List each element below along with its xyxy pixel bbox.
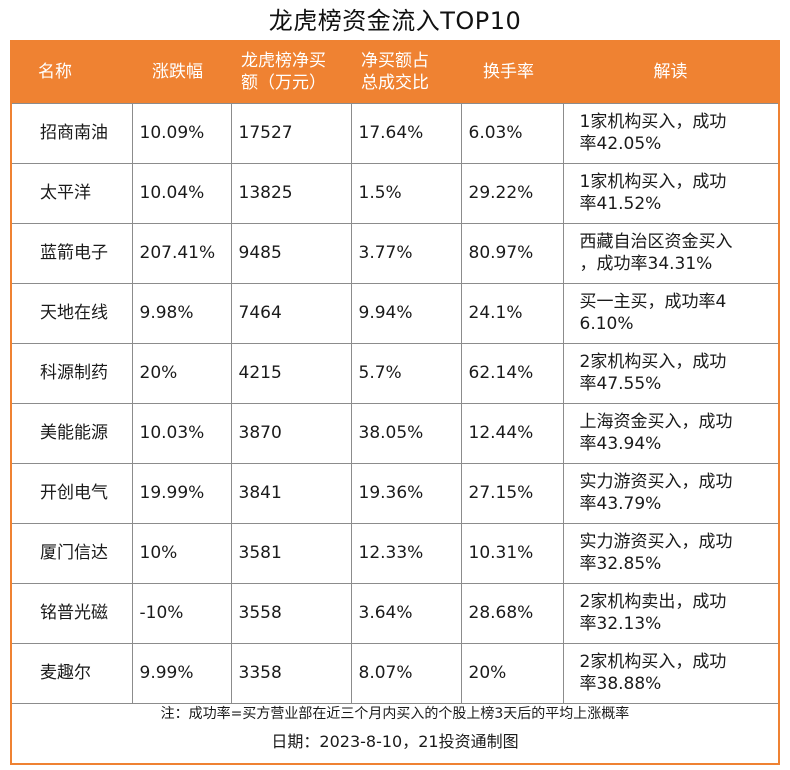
- net-buy-ratio-cell: 17.64%: [350, 102, 462, 164]
- interpretation-cell: 实力游资买入，成功 率43.79%: [562, 462, 778, 524]
- interpretation-cell: 买一主买，成功率4 6.10%: [562, 282, 778, 344]
- net-buy-ratio-cell: 3.64%: [350, 582, 462, 644]
- change-pct-cell: 19.99%: [131, 462, 232, 524]
- turnover-cell: 27.15%: [460, 462, 564, 524]
- turnover-cell: 12.44%: [460, 402, 564, 464]
- change-pct-cell: 20%: [131, 342, 232, 404]
- turnover-cell: 10.31%: [460, 522, 564, 584]
- table-row: 铭普光磁 -10% 3558 3.64% 28.68% 2家机构卖出，成功 率32.13%: [12, 582, 778, 644]
- change-pct-cell: 10.04%: [131, 162, 232, 224]
- interpretation-cell: 2家机构买入，成功 率38.88%: [562, 642, 778, 704]
- table-frame: 名称 涨跌幅 龙虎榜净买 额（万元） 净买额占 总成交比 换手率 解读 招商南油 10…: [10, 40, 780, 765]
- change-pct-cell: 10%: [131, 522, 232, 584]
- change-pct-cell: -10%: [131, 582, 232, 644]
- interpretation-cell: 1家机构买入，成功 率42.05%: [562, 102, 778, 164]
- net-buy-cell: 3558: [230, 582, 352, 644]
- net-buy-cell: 3841: [230, 462, 352, 524]
- stock-name-cell: 太平洋: [12, 162, 133, 224]
- net-buy-ratio-cell: 19.36%: [350, 462, 462, 524]
- turnover-cell: 80.97%: [460, 222, 564, 284]
- table-row: 太平洋 10.04% 13825 1.5% 29.22% 1家机构买入，成功 率41.52%: [12, 162, 778, 224]
- header-turnover: 换手率: [461, 42, 563, 103]
- stock-name-cell: 招商南油: [12, 102, 133, 164]
- table-row: 蓝箭电子 207.41% 9485 3.77% 80.97% 西藏自治区资金买入 ，成功率3…: [12, 222, 778, 284]
- net-buy-cell: 7464: [230, 282, 352, 344]
- stock-name-cell: 开创电气: [12, 462, 133, 524]
- net-buy-cell: 3581: [230, 522, 352, 584]
- table-row: 科源制药 20% 4215 5.7% 62.14% 2家机构买入，成功 率47.55%: [12, 342, 778, 404]
- header-interpretation: 解读: [563, 42, 778, 103]
- stock-name-cell: 麦趣尔: [12, 642, 133, 704]
- net-buy-cell: 3358: [230, 642, 352, 704]
- net-buy-ratio-cell: 8.07%: [350, 642, 462, 704]
- net-buy-ratio-cell: 9.94%: [350, 282, 462, 344]
- net-buy-ratio-cell: 5.7%: [350, 342, 462, 404]
- table-row: 麦趣尔 9.99% 3358 8.07% 20% 2家机构买入，成功 率38.88%: [12, 642, 778, 704]
- net-buy-cell: 4215: [230, 342, 352, 404]
- interpretation-cell: 实力游资买入，成功 率32.85%: [562, 522, 778, 584]
- turnover-cell: 62.14%: [460, 342, 564, 404]
- net-buy-ratio-cell: 1.5%: [350, 162, 462, 224]
- page-title: 龙虎榜资金流入TOP10: [268, 7, 522, 35]
- change-pct-cell: 10.09%: [131, 102, 232, 164]
- table-row: 开创电气 19.99% 3841 19.36% 27.15% 实力游资买入，成功 率43.7…: [12, 462, 778, 524]
- fund-inflow-table: 名称 涨跌幅 龙虎榜净买 额（万元） 净买额占 总成交比 换手率 解读 招商南油 10…: [12, 42, 778, 704]
- stock-name-cell: 铭普光磁: [12, 582, 133, 644]
- net-buy-cell: 3870: [230, 402, 352, 464]
- interpretation-cell: 2家机构买入，成功 率47.55%: [562, 342, 778, 404]
- turnover-cell: 29.22%: [460, 162, 564, 224]
- interpretation-cell: 西藏自治区资金买入 ，成功率34.31%: [562, 222, 778, 284]
- stock-name-cell: 天地在线: [12, 282, 133, 344]
- interpretation-cell: 1家机构买入，成功 率41.52%: [562, 162, 778, 224]
- net-buy-ratio-cell: 38.05%: [350, 402, 462, 464]
- interpretation-cell: 2家机构卖出，成功 率32.13%: [562, 582, 778, 644]
- stock-name-cell: 美能能源: [12, 402, 133, 464]
- net-buy-ratio-cell: 12.33%: [350, 522, 462, 584]
- turnover-cell: 24.1%: [460, 282, 564, 344]
- stock-name-cell: 蓝箭电子: [12, 222, 133, 284]
- turnover-cell: 20%: [460, 642, 564, 704]
- footnote: 注：成功率=买方营业部在近三个月内买入的个股上榜3天后的平均上涨概率: [160, 706, 630, 722]
- table-row: 天地在线 9.98% 7464 9.94% 24.1% 买一主买，成功率4 6.10%: [12, 282, 778, 344]
- turnover-cell: 6.03%: [460, 102, 564, 164]
- date-credit-line: 日期：2023-8-10，21投资通制图: [271, 732, 519, 751]
- net-buy-cell: 17527: [230, 102, 352, 164]
- header-name: 名称: [12, 42, 132, 103]
- change-pct-cell: 9.98%: [131, 282, 232, 344]
- interpretation-cell: 上海资金买入，成功 率43.94%: [562, 402, 778, 464]
- change-pct-cell: 207.41%: [131, 222, 232, 284]
- table-row: 厦门信达 10% 3581 12.33% 10.31% 实力游资买入，成功 率32.85%: [12, 522, 778, 584]
- table-row: 招商南油 10.09% 17527 17.64% 6.03% 1家机构买入，成功 率42.0…: [12, 102, 778, 164]
- table-header-row: 名称 涨跌幅 龙虎榜净买 额（万元） 净买额占 总成交比 换手率 解读: [12, 42, 778, 103]
- net-buy-ratio-cell: 3.77%: [350, 222, 462, 284]
- stock-name-cell: 科源制药: [12, 342, 133, 404]
- table-row: 美能能源 10.03% 3870 38.05% 12.44% 上海资金买入，成功 率43.9…: [12, 402, 778, 464]
- change-pct-cell: 9.99%: [131, 642, 232, 704]
- turnover-cell: 28.68%: [460, 582, 564, 644]
- header-change: 涨跌幅: [132, 42, 231, 103]
- header-net-buy-ratio: 净买额占 总成交比: [351, 42, 461, 103]
- table-body: 招商南油 10.09% 17527 17.64% 6.03% 1家机构买入，成功 率42.0…: [12, 102, 778, 704]
- net-buy-cell: 13825: [230, 162, 352, 224]
- header-net-buy: 龙虎榜净买 额（万元）: [231, 42, 351, 103]
- stock-name-cell: 厦门信达: [12, 522, 133, 584]
- change-pct-cell: 10.03%: [131, 402, 232, 464]
- net-buy-cell: 9485: [230, 222, 352, 284]
